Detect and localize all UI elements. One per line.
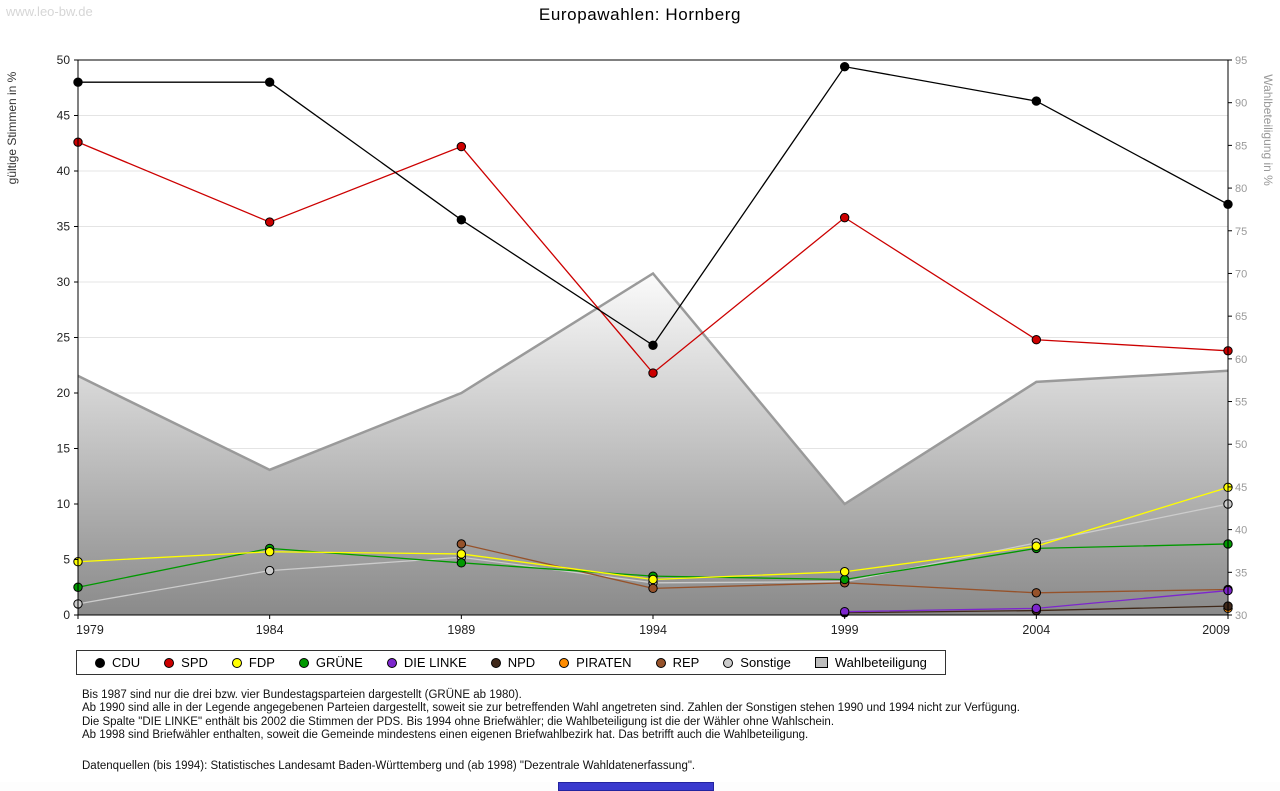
chart-notes: Bis 1987 sind nur die drei bzw. vier Bun… [82,689,1250,773]
svg-text:55: 55 [1235,397,1247,409]
legend-label: CDU [112,655,141,670]
note-line-4: Ab 1998 sind Briefwähler enthalten, sowe… [82,729,809,742]
svg-text:95: 95 [1235,55,1247,67]
svg-text:1999: 1999 [831,623,859,637]
legend-item-piraten: PIRATEN [559,655,632,670]
legend-item-spd: SPD [164,655,208,670]
note-line-2: Ab 1990 sind alle in der Legende angegeb… [82,702,1020,715]
legend-swatch [723,657,734,668]
legend-item-fdp: FDP [231,655,275,670]
svg-text:1989: 1989 [447,623,475,637]
svg-text:50: 50 [1235,439,1247,451]
legend-label: Sonstige [740,655,791,670]
page-title: Europawahlen: Hornberg [538,5,742,24]
legend-label: PIRATEN [576,655,632,670]
svg-text:75: 75 [1235,226,1247,238]
legend-swatch [231,657,242,668]
legend-item-cdu: CDU [95,655,140,670]
svg-text:1979: 1979 [76,623,104,637]
svg-text:gültige Stimmen in %: gültige Stimmen in % [5,71,19,184]
svg-text:60: 60 [1235,354,1247,366]
scrollbar-thumb[interactable] [558,782,714,791]
legend: CDU SPD FDP GRÜNE DIE LINKE NPD PIRATEN REP Sons… [76,650,946,675]
scrollbar-track [0,782,1280,791]
legend-label: Wahlbeteiligung [834,655,927,670]
legend-item-gr-ne: GRÜNE [298,655,363,670]
legend-swatch [164,657,175,668]
watermark: www.leo-bw.de [6,4,93,19]
legend-label: GRÜNE [315,655,363,670]
svg-text:65: 65 [1235,311,1247,323]
svg-text:15: 15 [57,442,71,456]
legend-label: REP [672,655,700,670]
legend-item-sonstige: Sonstige [723,655,791,670]
legend-item-wahlbeteiligung: Wahlbeteiligung [814,655,927,670]
legend-label: NPD [507,655,536,670]
legend-item-die-linke: DIE LINKE [386,655,467,670]
svg-text:20: 20 [57,386,71,400]
svg-text:45: 45 [57,109,71,123]
svg-text:30: 30 [1235,610,1247,622]
svg-text:1994: 1994 [639,623,667,637]
svg-text:35: 35 [57,220,71,234]
svg-text:80: 80 [1235,183,1247,195]
note-line-3: Die Spalte "DIE LINKE" enthält bis 2002 … [82,715,835,728]
svg-text:2004: 2004 [1022,623,1050,637]
legend-swatch [655,657,666,668]
legend-swatch [814,657,828,668]
chart-svg: 0 5 10 15 20 25 30 35 40 45 50 30 35 40 45 50 55 60 65 70 75… [5,53,1275,637]
legend-label: FDP [248,655,275,670]
svg-text:Wahlbeteiligung in %: Wahlbeteiligung in % [1261,74,1275,186]
svg-text:90: 90 [1235,98,1247,110]
svg-text:45: 45 [1235,482,1247,494]
legend-swatch [490,657,501,668]
legend-label: SPD [181,655,208,670]
svg-text:40: 40 [57,164,71,178]
svg-text:70: 70 [1235,268,1247,280]
legend-item-npd: NPD [490,655,536,670]
svg-text:10: 10 [57,497,71,511]
source-line: Datenquellen (bis 1994): Statistisches L… [82,759,696,772]
svg-text:30: 30 [57,275,71,289]
svg-text:1984: 1984 [256,623,284,637]
svg-text:40: 40 [1235,525,1247,537]
svg-text:0: 0 [63,608,70,622]
legend-item-rep: REP [655,655,700,670]
legend-swatch [95,657,105,668]
svg-text:25: 25 [57,331,71,345]
legend-swatch [386,657,397,668]
svg-text:35: 35 [1235,567,1247,579]
svg-text:85: 85 [1235,140,1247,152]
svg-text:5: 5 [63,553,70,567]
svg-text:2009: 2009 [1202,623,1230,637]
svg-text:50: 50 [57,53,71,67]
legend-swatch [559,657,570,668]
legend-swatch [298,657,309,668]
legend-label: DIE LINKE [403,655,467,670]
note-line-1: Bis 1987 sind nur die drei bzw. vier Bun… [82,689,522,701]
